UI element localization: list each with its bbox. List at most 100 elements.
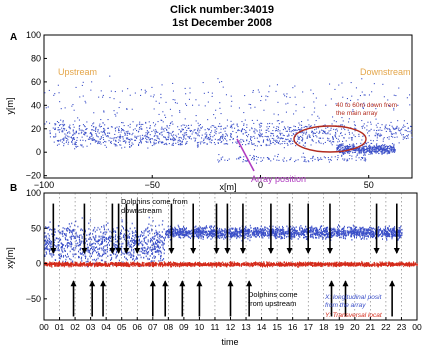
scatter-point xyxy=(46,253,48,255)
scatter-point xyxy=(363,159,365,161)
scatter-point xyxy=(394,226,396,228)
scatter-point xyxy=(355,149,357,151)
scatter-point xyxy=(386,148,388,150)
scatter-point xyxy=(234,227,236,229)
scatter-point xyxy=(151,253,153,255)
scatter-point xyxy=(348,137,350,139)
scatter-point xyxy=(86,246,88,249)
scatter-point xyxy=(335,121,337,123)
scatter-point xyxy=(255,231,257,233)
scatter-point xyxy=(51,233,53,235)
scatter-point xyxy=(379,129,381,131)
scatter-point xyxy=(311,114,313,116)
scatter-point xyxy=(100,235,102,238)
scatter-point xyxy=(278,159,280,161)
scatter-point xyxy=(365,233,367,235)
scatter-point xyxy=(204,129,206,131)
scatter-point xyxy=(341,144,343,146)
scatter-point xyxy=(317,160,319,162)
scatter-point xyxy=(370,150,372,152)
scatter-point xyxy=(292,87,294,89)
scatter-point xyxy=(239,232,241,234)
scatter-point xyxy=(243,234,245,237)
scatter-point xyxy=(72,143,74,145)
scatter-point xyxy=(171,115,173,117)
scatter-point xyxy=(346,102,348,104)
scatter-point xyxy=(156,137,158,139)
scatter-point xyxy=(367,149,369,151)
scatter-point xyxy=(222,136,224,138)
scatter-point xyxy=(366,231,368,233)
scatter-point xyxy=(217,235,219,237)
scatter-point xyxy=(243,237,245,240)
scatter-point xyxy=(270,132,272,134)
scatter-point xyxy=(140,241,142,244)
scatter-point xyxy=(90,138,92,140)
scatter-point xyxy=(184,87,186,89)
scatter-point xyxy=(145,252,147,255)
scatter-point xyxy=(65,233,67,235)
scatter-point xyxy=(150,224,152,227)
scatter-point xyxy=(93,246,95,248)
scatter-point xyxy=(229,232,231,235)
scatter-point xyxy=(269,138,271,140)
scatter-point xyxy=(378,226,380,228)
scatter-point xyxy=(48,234,50,237)
scatter-point xyxy=(353,232,355,234)
scatter-point xyxy=(135,240,137,242)
annotation-array-position: Array position xyxy=(251,174,306,184)
scatter-point xyxy=(253,155,255,157)
scatter-point xyxy=(154,247,156,249)
scatter-point xyxy=(240,138,242,140)
scatter-point xyxy=(148,223,150,225)
scatter-point xyxy=(218,229,220,231)
scatter-point xyxy=(353,134,355,136)
scatter-point xyxy=(404,137,406,139)
scatter-point xyxy=(75,145,77,147)
scatter-point xyxy=(97,129,99,131)
scatter-point xyxy=(351,228,353,230)
scatter-point xyxy=(335,136,337,138)
scatter-point xyxy=(103,128,105,130)
scatter-point xyxy=(88,228,90,230)
scatter-point xyxy=(386,230,388,233)
scatter-point xyxy=(96,229,98,231)
scatter-point xyxy=(103,231,105,234)
scatter-point xyxy=(313,101,315,103)
scatter-point xyxy=(146,141,148,143)
scatter-point xyxy=(157,245,159,248)
scatter-point xyxy=(102,134,104,136)
scatter-point xyxy=(163,136,165,138)
scatter-point xyxy=(354,151,356,153)
scatter-point xyxy=(133,252,135,254)
scatter-point xyxy=(53,241,55,244)
scatter-point xyxy=(368,229,370,232)
scatter-point xyxy=(382,149,384,151)
scatter-point xyxy=(360,230,362,233)
scatter-point xyxy=(118,131,120,133)
scatter-point xyxy=(337,147,339,149)
scatter-point xyxy=(322,237,324,239)
scatter-point xyxy=(340,151,342,153)
scatter-point xyxy=(387,150,389,152)
scatter-point xyxy=(65,134,67,136)
scatter-point xyxy=(103,246,105,248)
scatter-point xyxy=(288,232,290,235)
scatter-point xyxy=(261,227,263,230)
scatter-point xyxy=(295,230,297,233)
scatter-point xyxy=(258,229,260,231)
scatter-point xyxy=(152,243,154,245)
scatter-point xyxy=(175,139,177,141)
scatter-point xyxy=(60,108,62,110)
scatter-point xyxy=(315,233,317,235)
scatter-point xyxy=(277,101,279,103)
scatter-point xyxy=(367,141,369,143)
panel-a-xlabel: x[m] xyxy=(220,182,237,192)
scatter-point xyxy=(130,243,132,246)
scatter-point xyxy=(317,158,319,160)
scatter-point xyxy=(287,144,289,146)
scatter-point xyxy=(278,236,280,238)
scatter-point xyxy=(391,236,393,238)
scatter-point xyxy=(135,139,137,141)
scatter-point xyxy=(117,244,119,247)
